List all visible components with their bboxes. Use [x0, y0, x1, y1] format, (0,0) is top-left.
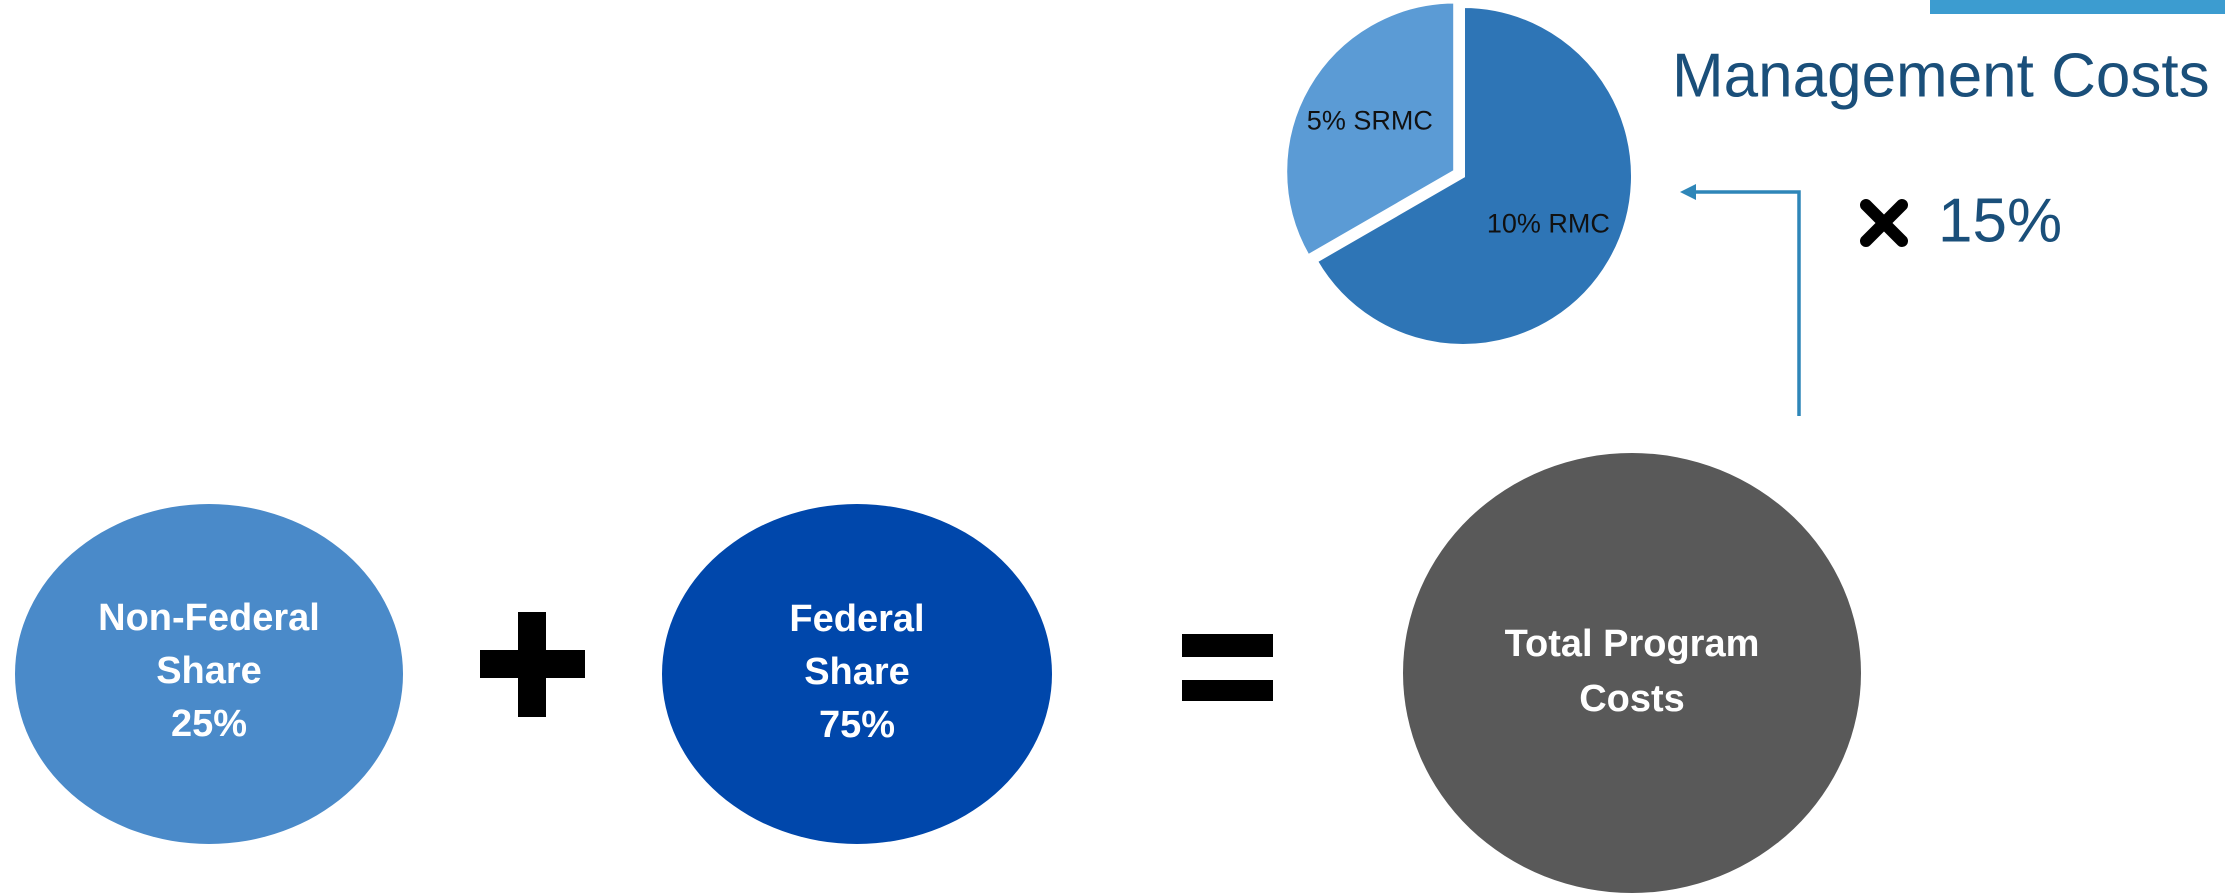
plus-icon — [480, 612, 585, 717]
accent-bar — [1930, 0, 2225, 14]
node-label: Share — [804, 651, 910, 693]
arrow-head — [1680, 184, 1696, 200]
pie-slice — [1283, 0, 1458, 260]
non-federal-circle — [15, 504, 403, 844]
pie: 5% SRMC 10% RMC — [1283, 0, 1635, 348]
arrow — [1690, 190, 1801, 416]
total-circle — [1403, 453, 1861, 893]
node-label: 25% — [171, 703, 247, 745]
node-label: Federal — [789, 598, 924, 640]
node-label: Share — [156, 650, 262, 692]
multiplier: 15% — [1938, 186, 2062, 255]
federal-circle — [662, 504, 1052, 844]
node-label: Costs — [1579, 678, 1685, 720]
pie-label: 10% RMC — [1487, 208, 1610, 238]
pie-label: 5% SRMC — [1307, 105, 1433, 135]
title: Management Costs — [1672, 41, 2210, 110]
pie-slice — [1313, 3, 1635, 348]
node-label: Non-Federal — [98, 597, 320, 639]
node-label: Total Program — [1505, 623, 1760, 665]
times-icon — [1860, 199, 1908, 247]
equals-icon — [1182, 634, 1273, 701]
node-label: 75% — [819, 704, 895, 746]
